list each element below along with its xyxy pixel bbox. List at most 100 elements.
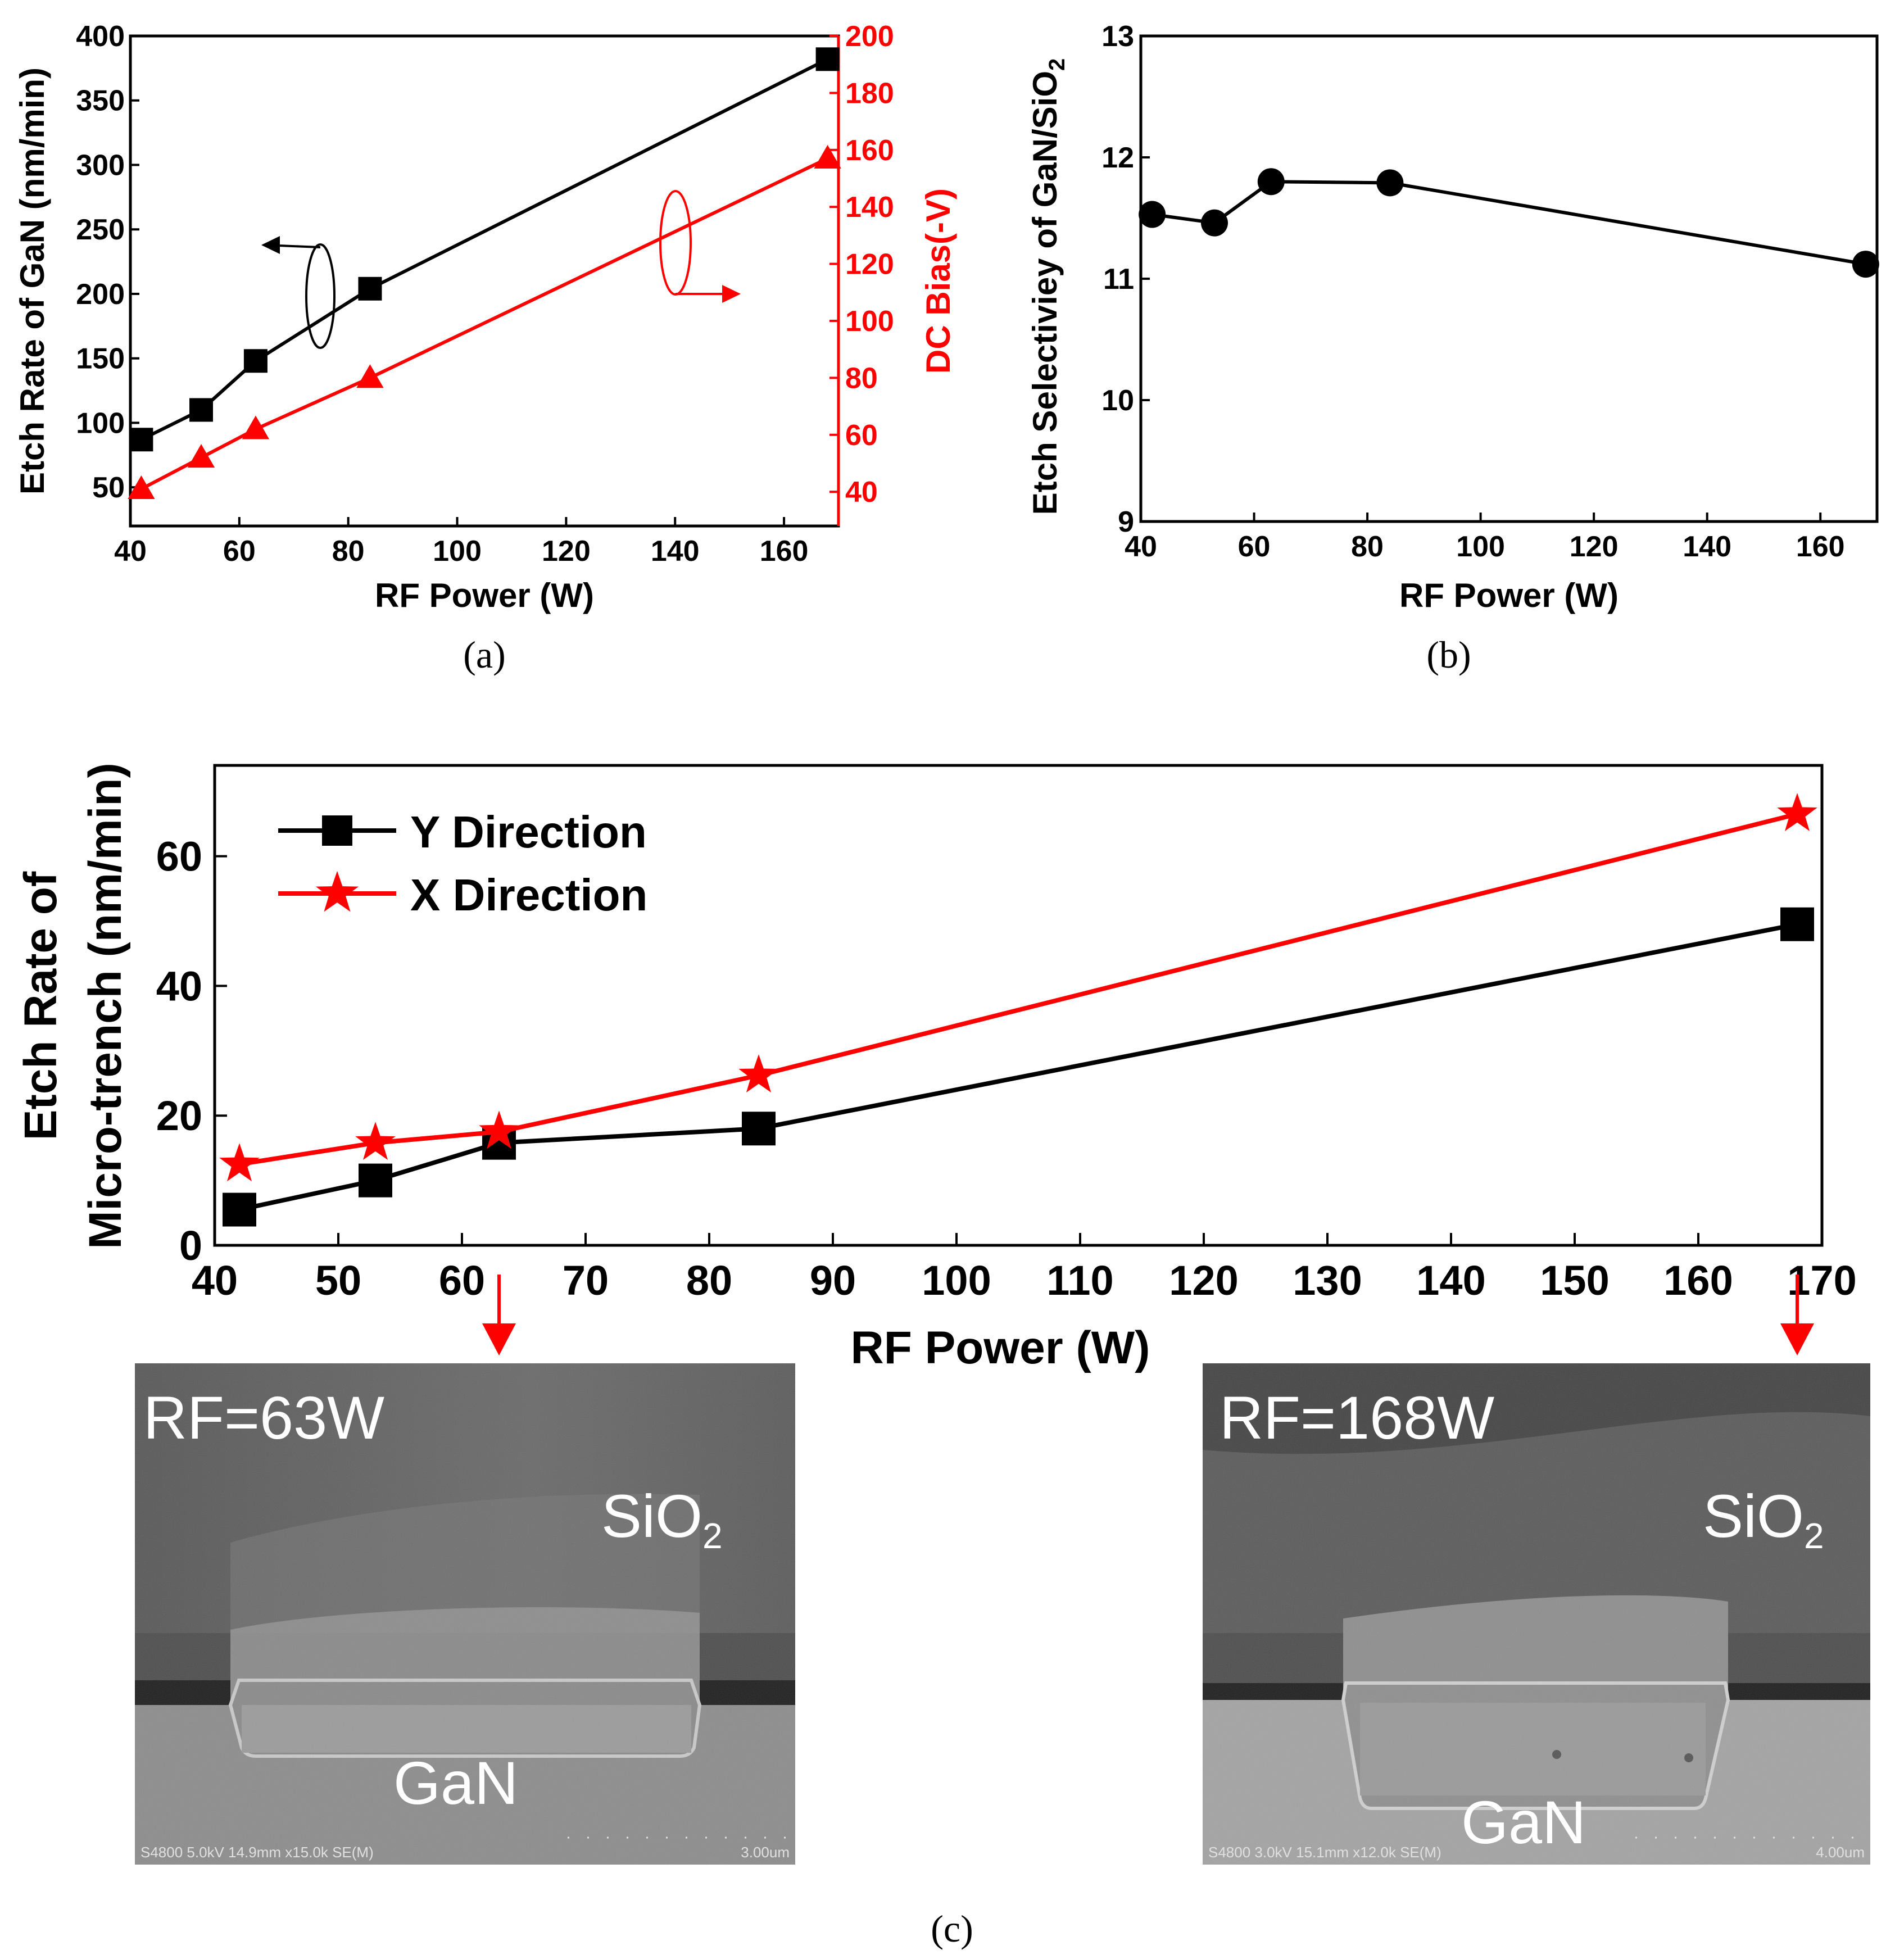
panel-c-point-1 <box>738 1054 779 1092</box>
panel-b-xtick: 140 <box>1683 530 1731 563</box>
panel-c-ticks: 40 50 60 70 80 90 100 110 120 130 140 150 160 1700204… <box>156 833 1857 1304</box>
panel-a-ytick-right: 100 <box>845 305 894 338</box>
panel-a-xtick: 120 <box>542 535 591 568</box>
panel-c-arrows <box>482 1275 1814 1355</box>
panel-b-ticks: 40 60 80 100 120 140 160 9 10 11 12 13 <box>1101 20 1844 563</box>
left-axis-ellipse-icon <box>305 243 336 349</box>
panel-a-ytick-right: 40 <box>845 476 878 509</box>
panel-c-xtick: 90 <box>810 1257 856 1304</box>
panel-a-xtick: 40 <box>114 535 147 568</box>
panel-c-ylabel-line1: Etch Rate of <box>15 871 66 1140</box>
panel-a-line-right <box>140 157 828 491</box>
panel-a-frame <box>129 34 840 528</box>
panel-a-xtick: 140 <box>651 535 700 568</box>
panel-b-xtick: 80 <box>1351 530 1384 563</box>
panel-a-caption: (a) <box>463 633 505 676</box>
panel-c-point-0 <box>359 1163 392 1198</box>
panel-a-xtick: 100 <box>433 535 482 568</box>
panel-a-xtick: 60 <box>223 535 256 568</box>
panel-c-ytick: 40 <box>156 963 202 1009</box>
panel-b-ytick: 13 <box>1101 20 1134 53</box>
panel-a-point-right <box>814 144 841 169</box>
panel-a-ticks: 40 60 80 100 120 140 160 50 100 150 200 250 300 350 40… <box>76 20 894 568</box>
panel-c-caption: (c) <box>931 1907 973 1950</box>
sem2-title: RF=168W <box>1220 1384 1494 1452</box>
panel-c-xlabel: RF Power (W) <box>851 1322 1150 1373</box>
panel-b-xtick: 160 <box>1796 530 1845 563</box>
panel-c-xtick: 80 <box>686 1257 732 1304</box>
panel-a-ytick-left: 300 <box>76 149 125 182</box>
panel-a-point-right <box>128 475 155 499</box>
sem1-info: S4800 5.0kV 14.9mm x15.0k SE(M) <box>140 1844 374 1861</box>
panel-c-line-1 <box>239 811 1798 1167</box>
panel-a-annotations <box>261 190 741 349</box>
panel-a-point-left <box>243 349 268 373</box>
panel-a-point-right <box>356 364 384 388</box>
panel-a-ytick-left: 200 <box>76 278 125 311</box>
sem2-info: S4800 3.0kV 15.1mm x12.0k SE(M) <box>1208 1844 1441 1861</box>
panel-c-point-1 <box>479 1110 519 1149</box>
right-axis-ellipse-icon <box>659 190 692 296</box>
panel-b-line <box>1152 180 1866 266</box>
panel-b-series <box>1139 168 1879 278</box>
legend-y-direction: Y Direction <box>410 807 647 857</box>
panel-b: 40 60 80 100 120 140 160 9 10 11 12 13 RF Power (W)… <box>1026 20 1879 676</box>
panel-c-xtick: 140 <box>1416 1257 1485 1304</box>
panel-a-ytick-left: 400 <box>76 20 125 53</box>
panel-a-xtick: 80 <box>332 535 365 568</box>
panel-a-ytick-left: 350 <box>76 85 125 117</box>
panel-c-point-0 <box>742 1112 776 1146</box>
panel-c-xtick: 110 <box>1046 1257 1113 1304</box>
panel-b-xtick: 60 <box>1238 530 1271 563</box>
panel-a-ytick-left: 150 <box>76 343 125 375</box>
panel-c-point-0 <box>223 1192 256 1227</box>
panel-b-ytick: 9 <box>1118 506 1134 538</box>
panel-c-point-1 <box>219 1143 260 1182</box>
sem2-top-layer: SiO2 <box>1703 1482 1824 1556</box>
panel-b-xlabel: RF Power (W) <box>1399 577 1619 614</box>
panel-c-xtick: 60 <box>439 1257 485 1304</box>
panel-a-point-left <box>358 276 382 301</box>
panel-a-point-right <box>242 415 270 439</box>
sem1-substrate: GaN <box>393 1749 518 1817</box>
panel-c-point-0 <box>1780 907 1814 941</box>
panel-a-ylabel-left: Etch Rate of GaN (nm/min) <box>13 67 51 495</box>
panel-a: 40 60 80 100 120 140 160 50 100 150 200 250 300 350 40… <box>13 20 957 676</box>
panel-a-point-left <box>815 47 840 71</box>
panel-c-ytick: 20 <box>156 1092 202 1139</box>
panel-c-series <box>219 793 1817 1227</box>
panel-b-xtick: 100 <box>1456 530 1505 563</box>
panel-b-xtick: 120 <box>1570 530 1619 563</box>
panel-c-line-0 <box>239 922 1798 1212</box>
legend-star-icon <box>316 871 359 912</box>
panel-b-ylabel: Etch Selectiviey of GaN/SiO2 <box>1026 58 1069 515</box>
panel-c-legend: Y Direction X Direction <box>278 807 647 920</box>
panel-a-ytick-right: 80 <box>845 362 878 394</box>
panel-c-xtick: 150 <box>1540 1257 1609 1304</box>
panel-c-point-1 <box>1777 793 1817 831</box>
panel-a-ytick-right: 60 <box>845 419 878 452</box>
sem1-title: RF=63W <box>143 1384 384 1452</box>
sem2-scale: 4.00um <box>1816 1844 1865 1861</box>
panel-c-ylabel-line2: Micro-trench (nm/min) <box>80 763 131 1249</box>
panel-b-caption: (b) <box>1426 633 1471 676</box>
panel-c-frame <box>213 764 1824 1247</box>
panel-a-ytick-right: 140 <box>845 191 894 224</box>
panel-c-xtick: 160 <box>1663 1257 1733 1304</box>
legend-square-icon <box>322 815 352 846</box>
panel-a-xtick: 160 <box>760 535 809 568</box>
panel-c-ytick: 0 <box>179 1222 202 1269</box>
panel-c-xtick: 70 <box>563 1257 609 1304</box>
panel-b-point <box>1376 169 1404 197</box>
sem1-top-layer: SiO2 <box>601 1482 723 1556</box>
panel-a-ytick-left: 50 <box>92 471 125 504</box>
panel-c-xtick: 130 <box>1293 1257 1362 1304</box>
panel-c-xtick: 40 <box>192 1257 238 1304</box>
panel-c: 40 50 60 70 80 90 100 110 120 130 140 150 160 1700204… <box>15 763 1857 1950</box>
sem1-scale: 3.00um <box>741 1844 790 1861</box>
panel-c-point-1 <box>355 1122 396 1160</box>
panel-c-xtick: 120 <box>1169 1257 1238 1304</box>
panel-b-ytick: 10 <box>1101 384 1134 417</box>
panel-b-point <box>1257 168 1285 196</box>
panel-a-point-right <box>187 444 215 468</box>
